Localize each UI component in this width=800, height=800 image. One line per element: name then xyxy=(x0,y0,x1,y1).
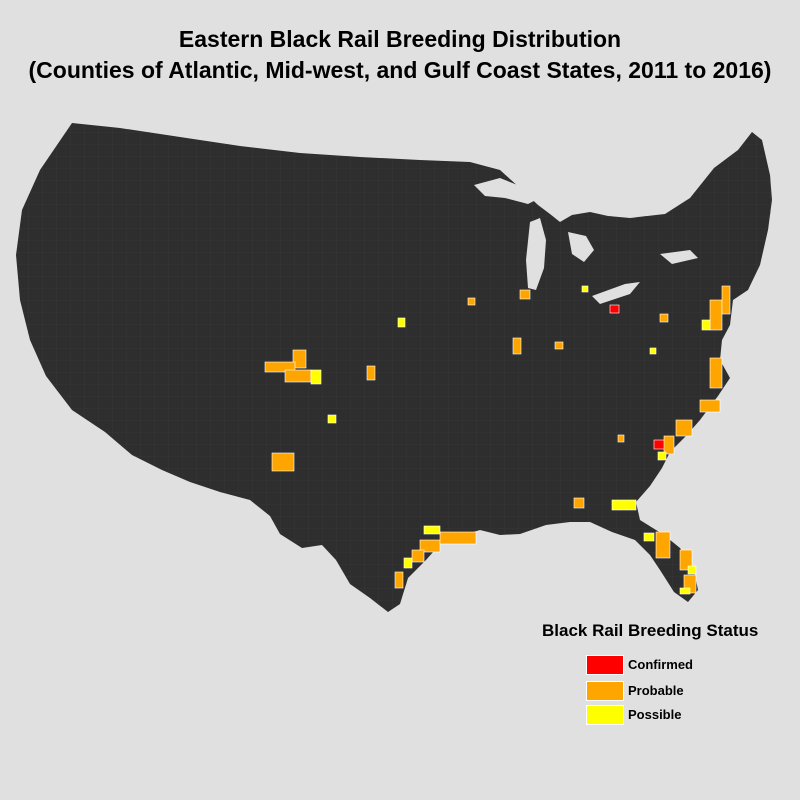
county-probable xyxy=(512,337,522,355)
county-possible xyxy=(310,369,322,385)
county-probable xyxy=(419,539,441,553)
county-probable xyxy=(467,297,476,306)
county-probable xyxy=(271,452,295,472)
county-probable xyxy=(554,341,564,350)
county-probable xyxy=(366,365,376,381)
us-landmass xyxy=(16,123,772,612)
county-possible xyxy=(327,414,337,424)
county-probable xyxy=(709,357,723,389)
county-probable xyxy=(663,435,675,455)
county-probable xyxy=(659,313,669,323)
map-title-line2: (Counties of Atlantic, Mid-west, and Gul… xyxy=(28,57,772,83)
county-possible xyxy=(611,499,637,511)
county-possible xyxy=(649,347,657,355)
county-probable xyxy=(292,349,307,369)
county-probable xyxy=(617,434,625,443)
county-possible xyxy=(403,557,413,569)
county-possible xyxy=(643,532,655,542)
county-possible xyxy=(701,319,711,331)
county-probable xyxy=(655,531,671,559)
legend-swatch-possible xyxy=(586,705,624,725)
county-possible xyxy=(581,285,589,293)
legend-title: Black Rail Breeding Status xyxy=(542,621,759,640)
county-probable xyxy=(699,399,721,413)
lake-huron xyxy=(568,232,594,262)
county-possible xyxy=(687,565,697,575)
county-probable xyxy=(284,369,312,383)
breeding-status-counties xyxy=(264,285,731,595)
legend-label-confirmed: Confirmed xyxy=(628,657,693,672)
county-probable xyxy=(679,549,693,571)
county-probable xyxy=(264,361,296,373)
county-possible xyxy=(397,317,406,328)
county-confirmed xyxy=(609,304,620,314)
map-title-line1: Eastern Black Rail Breeding Distribution xyxy=(178,26,622,52)
legend-label-probable: Probable xyxy=(628,683,684,698)
legend-label-possible: Possible xyxy=(628,707,682,722)
lake-erie xyxy=(592,282,640,304)
legend-swatch-probable xyxy=(586,681,624,701)
county-probable xyxy=(519,289,531,300)
county-probable xyxy=(394,571,404,589)
county-probable xyxy=(439,531,477,545)
legend-swatch-confirmed xyxy=(586,655,624,675)
county-possible xyxy=(679,587,691,595)
lake-michigan xyxy=(526,218,546,290)
county-probable xyxy=(709,299,723,331)
county-possible xyxy=(423,525,441,535)
county-probable xyxy=(411,549,425,563)
county-probable xyxy=(573,497,585,509)
lake-ontario xyxy=(660,250,698,264)
county-probable xyxy=(675,419,693,437)
lake-superior xyxy=(474,178,540,204)
county-possible xyxy=(657,451,667,461)
county-probable xyxy=(721,285,731,315)
